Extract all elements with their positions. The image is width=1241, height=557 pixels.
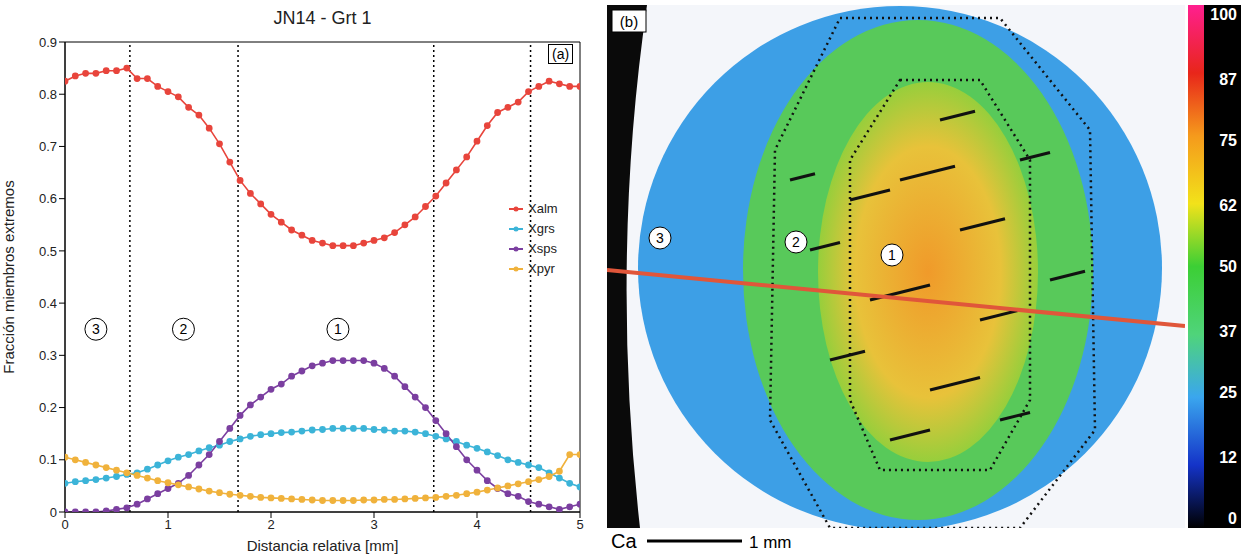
svg-text:0: 0 bbox=[50, 505, 57, 520]
svg-text:0.4: 0.4 bbox=[39, 296, 57, 311]
svg-text:1: 1 bbox=[164, 517, 171, 532]
svg-text:37: 37 bbox=[1219, 323, 1237, 340]
svg-text:12: 12 bbox=[1219, 449, 1237, 466]
svg-text:0.9: 0.9 bbox=[39, 35, 57, 50]
svg-text:2: 2 bbox=[792, 234, 800, 250]
svg-text:(b): (b) bbox=[620, 13, 638, 30]
svg-text:3: 3 bbox=[656, 230, 664, 246]
html-text:Xalm: Xalm bbox=[528, 201, 558, 217]
svg-text:62: 62 bbox=[1219, 197, 1237, 214]
html-text:Xpyr: Xpyr bbox=[528, 261, 555, 277]
html-text:Xsps: Xsps bbox=[528, 241, 557, 257]
svg-text:1: 1 bbox=[888, 247, 896, 263]
svg-text:2: 2 bbox=[180, 321, 188, 337]
svg-text:3: 3 bbox=[92, 321, 100, 337]
svg-text:0.3: 0.3 bbox=[39, 348, 57, 363]
svg-text:50: 50 bbox=[1219, 258, 1237, 275]
svg-text:1: 1 bbox=[334, 321, 342, 337]
svg-text:0.2: 0.2 bbox=[39, 400, 57, 415]
svg-text:Distancia relativa [mm]: Distancia relativa [mm] bbox=[247, 537, 399, 554]
svg-text:0.6: 0.6 bbox=[39, 191, 57, 206]
svg-text:0: 0 bbox=[61, 517, 68, 532]
svg-text:0.5: 0.5 bbox=[39, 244, 57, 259]
html-text:Xgrs: Xgrs bbox=[528, 221, 555, 237]
svg-text:0.8: 0.8 bbox=[39, 87, 57, 102]
html-text:(a): (a) bbox=[552, 46, 570, 62]
html-text:JN14 - Grt 1: JN14 - Grt 1 bbox=[273, 8, 372, 28]
svg-text:0.1: 0.1 bbox=[39, 452, 57, 467]
svg-text:4: 4 bbox=[473, 517, 480, 532]
svg-text:25: 25 bbox=[1219, 384, 1237, 401]
svg-text:3: 3 bbox=[370, 517, 377, 532]
svg-text:5: 5 bbox=[576, 517, 583, 532]
svg-text:100: 100 bbox=[1210, 6, 1237, 23]
svg-text:1 mm: 1 mm bbox=[749, 533, 792, 552]
svg-text:0.7: 0.7 bbox=[39, 139, 57, 154]
svg-text:87: 87 bbox=[1219, 71, 1237, 88]
svg-text:2: 2 bbox=[267, 517, 274, 532]
svg-text:75: 75 bbox=[1219, 132, 1237, 149]
svg-text:Ca: Ca bbox=[611, 530, 637, 552]
svg-text:Fracción miembros extremos: Fracción miembros extremos bbox=[0, 180, 17, 373]
svg-text:0: 0 bbox=[1228, 510, 1237, 527]
